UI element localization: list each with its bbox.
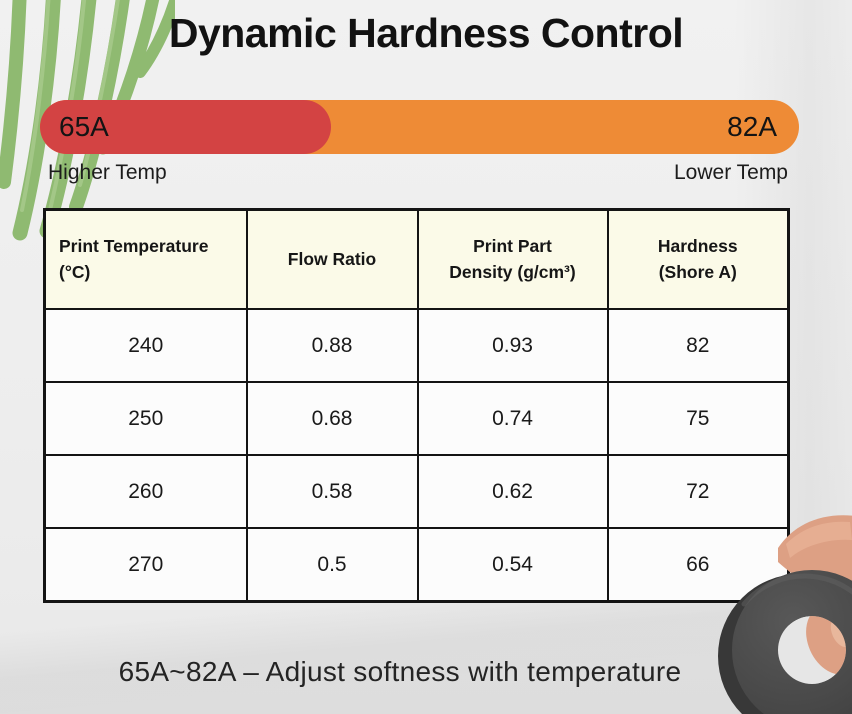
hardness-spec-table: Print Temperature (°C) Flow Ratio Print … (43, 208, 790, 603)
cell-temp: 250 (43, 381, 248, 456)
col-header-print-part-density: Print Part Density (g/cm³) (416, 208, 609, 310)
cell-hardness: 82 (606, 308, 790, 383)
header-line: (°C) (59, 261, 91, 282)
header-line: Flow Ratio (287, 248, 377, 269)
table-row: 240 0.88 0.93 82 (43, 308, 790, 383)
cell-flow-ratio: 0.88 (245, 308, 419, 383)
col-header-flow-ratio: Flow Ratio (245, 208, 419, 310)
page-title: Dynamic Hardness Control (168, 10, 684, 56)
cell-density: 0.54 (416, 527, 609, 603)
table-row: 260 0.58 0.62 72 (43, 454, 790, 529)
fingertip-icon (806, 616, 846, 675)
header-line: Print Temperature (59, 236, 209, 257)
lower-temp-label: Lower Temp (673, 161, 788, 184)
cell-density: 0.62 (416, 454, 609, 529)
cell-temp: 240 (43, 308, 248, 383)
header-line: Print Part (473, 236, 552, 257)
table-header-row: Print Temperature (°C) Flow Ratio Print … (43, 208, 790, 310)
header-line: Hardness (657, 236, 738, 257)
cell-hardness: 72 (606, 454, 790, 529)
table-row: 250 0.68 0.74 75 (43, 381, 790, 456)
hardness-min-value: 65A (59, 111, 109, 142)
hardness-max-value: 82A (727, 111, 777, 142)
cell-temp: 260 (43, 454, 248, 529)
higher-temp-segment (40, 100, 331, 154)
ring-face (732, 570, 852, 714)
caption-text: 65A~82A – Adjust softness with temperatu… (118, 656, 682, 687)
header-line: (Shore A) (658, 261, 737, 282)
cell-flow-ratio: 0.5 (245, 527, 419, 603)
rubber-ring-photo (718, 515, 852, 714)
higher-temp-label: Higher Temp (48, 161, 167, 184)
hardness-range-bar: 65A 82A (40, 100, 799, 154)
col-header-hardness: Hardness (Shore A) (606, 208, 790, 310)
col-header-print-temperature: Print Temperature (°C) (43, 208, 248, 310)
header-line: Density (g/cm³) (449, 261, 576, 282)
table-row: 270 0.5 0.54 66 (43, 527, 790, 603)
cell-density: 0.74 (416, 381, 609, 456)
cell-flow-ratio: 0.68 (245, 381, 419, 456)
cell-hardness: 75 (606, 381, 790, 456)
cell-temp: 270 (43, 527, 248, 603)
cell-density: 0.93 (416, 308, 609, 383)
cell-hardness: 66 (606, 527, 790, 603)
bar-labels: Higher Temp Lower Temp (48, 161, 788, 185)
cell-flow-ratio: 0.58 (245, 454, 419, 529)
